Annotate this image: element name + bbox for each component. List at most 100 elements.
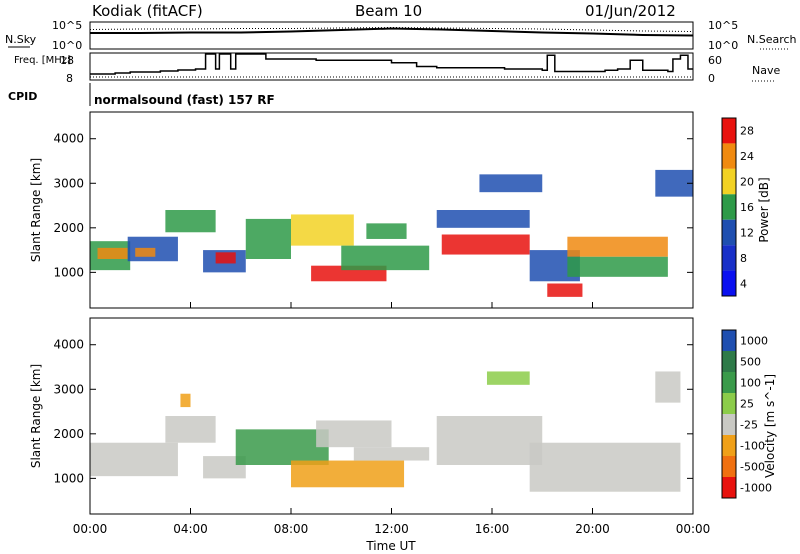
velocity-colorbar-swatch [722,456,736,477]
power-region [341,245,430,271]
noise-ytick-right-top: 10^5 [708,19,738,32]
power-colorbar-tick: 4 [740,277,747,290]
velocity-region [486,371,530,385]
x-tick-label: 12:00 [374,522,409,536]
velocity-colorbar-tick: -500 [740,461,765,474]
noise-panel-frame [89,21,694,50]
x-tick-label: 16:00 [475,522,510,536]
x-axis-label: Time UT [365,539,416,553]
power-region [567,256,668,277]
power-region [567,236,668,257]
power-colorbar-tick: 28 [740,125,754,138]
velocity-region [353,447,430,461]
cpid-label: CPID [8,90,37,103]
freq-panel-frame [89,52,694,81]
power-region [366,223,407,239]
power-ytick-label: 1000 [53,265,84,279]
velocity-ytick-label: 3000 [53,382,84,396]
power-yticks: 1000 2000 3000 4000 [53,132,693,279]
velocity-colorbar-tick: -25 [740,419,758,432]
power-colorbar-tick: 8 [740,252,747,265]
velocity-region [180,393,191,408]
noise-ytick-top: 10^5 [52,19,82,32]
power-colorbar-swatch [722,270,736,296]
noise-left-label: N.Sky [5,33,37,46]
power-region [135,247,156,257]
freq-left-label: Freq. [MHz] [14,55,71,66]
x-tick-label: 04:00 [173,522,208,536]
velocity-colorbar-swatch [722,435,736,456]
power-colorbar: 28 24 20 16 12 8 4 [721,117,754,297]
power-region [245,218,291,259]
x-tick-label: 00:00 [676,522,711,536]
velocity-yticks: 1000 2000 3000 4000 [53,338,693,485]
power-region [436,210,530,228]
power-colorbar-tick: 24 [740,150,754,163]
power-region [479,174,543,193]
freq-right-label: Nave [752,64,780,77]
freq-ytick-bottom: 8 [66,72,73,85]
velocity-colorbar-label: Velocity [m s^-1] [763,374,777,478]
power-colorbar-tick: 12 [740,226,754,239]
velocity-heatmap [90,371,681,492]
power-colorbar-swatch [722,118,736,144]
noise-right-label: N.Search [747,33,797,46]
power-colorbar-tick: 20 [740,176,754,189]
velocity-region [90,442,178,477]
power-colorbar-frame [721,117,737,297]
frequency-series [90,53,693,78]
power-region [291,214,354,246]
beam-title: Beam 10 [355,2,422,20]
cpid-value: normalsound (fast) 157 RF [94,93,275,107]
velocity-region [203,456,246,479]
power-region [547,283,583,297]
velocity-ytick-label: 2000 [53,427,84,441]
velocity-ytick-label: 1000 [53,471,84,485]
power-colorbar-tick: 16 [740,201,754,214]
velocity-colorbar-tick: 1000 [740,335,768,348]
x-axis-ticks: 00:00 04:00 08:00 12:00 16:00 20:00 00:00 [73,302,711,536]
power-colorbar-swatch [722,143,736,169]
velocity-colorbar-tick: -100 [740,440,765,453]
x-tick-label: 08:00 [274,522,309,536]
date-title: 01/Jun/2012 [585,2,676,20]
power-ytick-label: 3000 [53,176,84,190]
station-title: Kodiak (fitACF) [92,2,203,20]
velocity-colorbar-tick: 100 [740,377,761,390]
velocity-region [165,416,216,443]
noise-ytick-right-bottom: 10^0 [708,39,738,52]
x-tick-label: 20:00 [575,522,610,536]
velocity-colorbar-tick: 500 [740,356,761,369]
velocity-colorbar-swatch [722,351,736,372]
velocity-ytick-label: 4000 [53,338,84,352]
velocity-region [235,429,329,465]
power-region [441,234,530,255]
velocity-colorbar-swatch [722,393,736,414]
velocity-ylabel: Slant Range [km] [29,364,43,468]
velocity-colorbar-swatch [722,477,736,498]
power-ylabel: Slant Range [km] [29,158,43,262]
power-region [97,247,128,259]
noise-line-sky [90,27,694,37]
velocity-colorbar-tick: -1000 [740,482,772,495]
velocity-colorbar-swatch [722,372,736,393]
power-region [165,210,216,233]
power-region [655,169,693,197]
velocity-region [316,420,392,448]
power-ytick-label: 4000 [53,132,84,146]
velocity-region [655,371,681,403]
power-colorbar-swatch [722,219,736,246]
freq-ytick-right-top: 60 [708,54,722,67]
velocity-colorbar-frame [721,329,737,499]
power-colorbar-swatch [722,168,736,195]
noise-series [89,26,694,37]
frequency-line [90,53,693,75]
velocity-colorbar-swatch [722,414,736,435]
power-heatmap [90,169,693,297]
power-region [215,252,236,264]
power-colorbar-swatch [722,245,736,271]
freq-ytick-right-bottom: 0 [708,72,715,85]
velocity-region [436,416,543,465]
power-colorbar-label: Power [dB] [757,177,771,242]
